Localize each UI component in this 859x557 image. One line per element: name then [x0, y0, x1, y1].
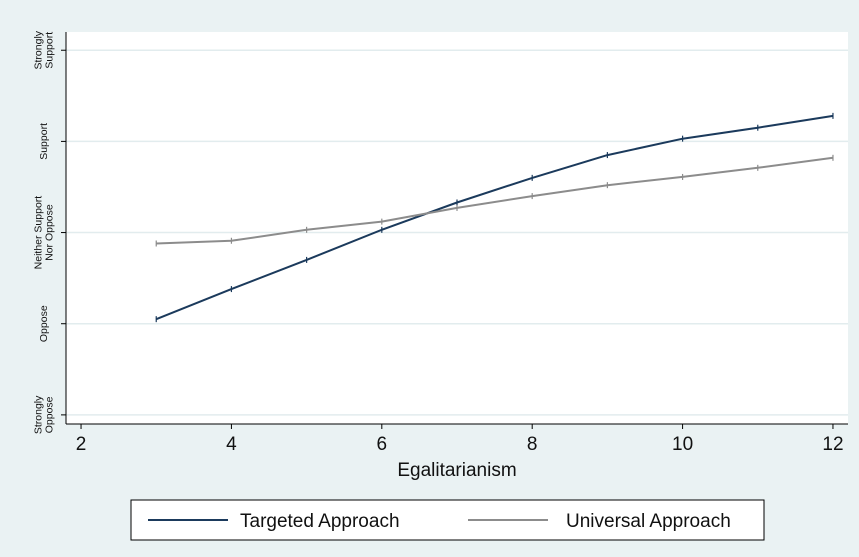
x-tick-label: 12: [822, 434, 843, 455]
series-layer: [155, 112, 834, 323]
y-tick-label: Oppose: [44, 396, 56, 433]
legend-items: Targeted Approach Universal Approach: [148, 511, 731, 532]
x-tick-label: 6: [377, 434, 388, 455]
plot-area: [66, 32, 848, 424]
x-axis-ticks: 2 4 6 8 10 12: [76, 424, 844, 455]
x-tick-label: 10: [672, 434, 693, 455]
legend-label: Targeted Approach: [240, 511, 400, 532]
y-tick-label: Neither Support: [33, 196, 45, 270]
gridlines: [66, 49, 848, 416]
x-tick-label: 4: [226, 434, 237, 455]
x-tick-label: 8: [527, 434, 538, 455]
y-tick-label: Support: [44, 32, 56, 69]
legend-box: [130, 499, 765, 541]
y-tick-label: Oppose: [38, 305, 50, 342]
y-tick-label: Support: [38, 123, 50, 160]
x-tick-label: 2: [76, 434, 87, 455]
legend: Targeted Approach Universal Approach: [130, 499, 765, 541]
x-axis-title: Egalitarianism: [397, 460, 516, 481]
y-tick-label: Strongly: [33, 395, 45, 434]
y-tick-label: Nor Oppose: [44, 204, 56, 261]
series-line: [156, 156, 834, 245]
legend-label: Universal Approach: [566, 511, 731, 532]
series-line: [155, 114, 834, 321]
y-tick-label: Strongly: [33, 30, 45, 69]
